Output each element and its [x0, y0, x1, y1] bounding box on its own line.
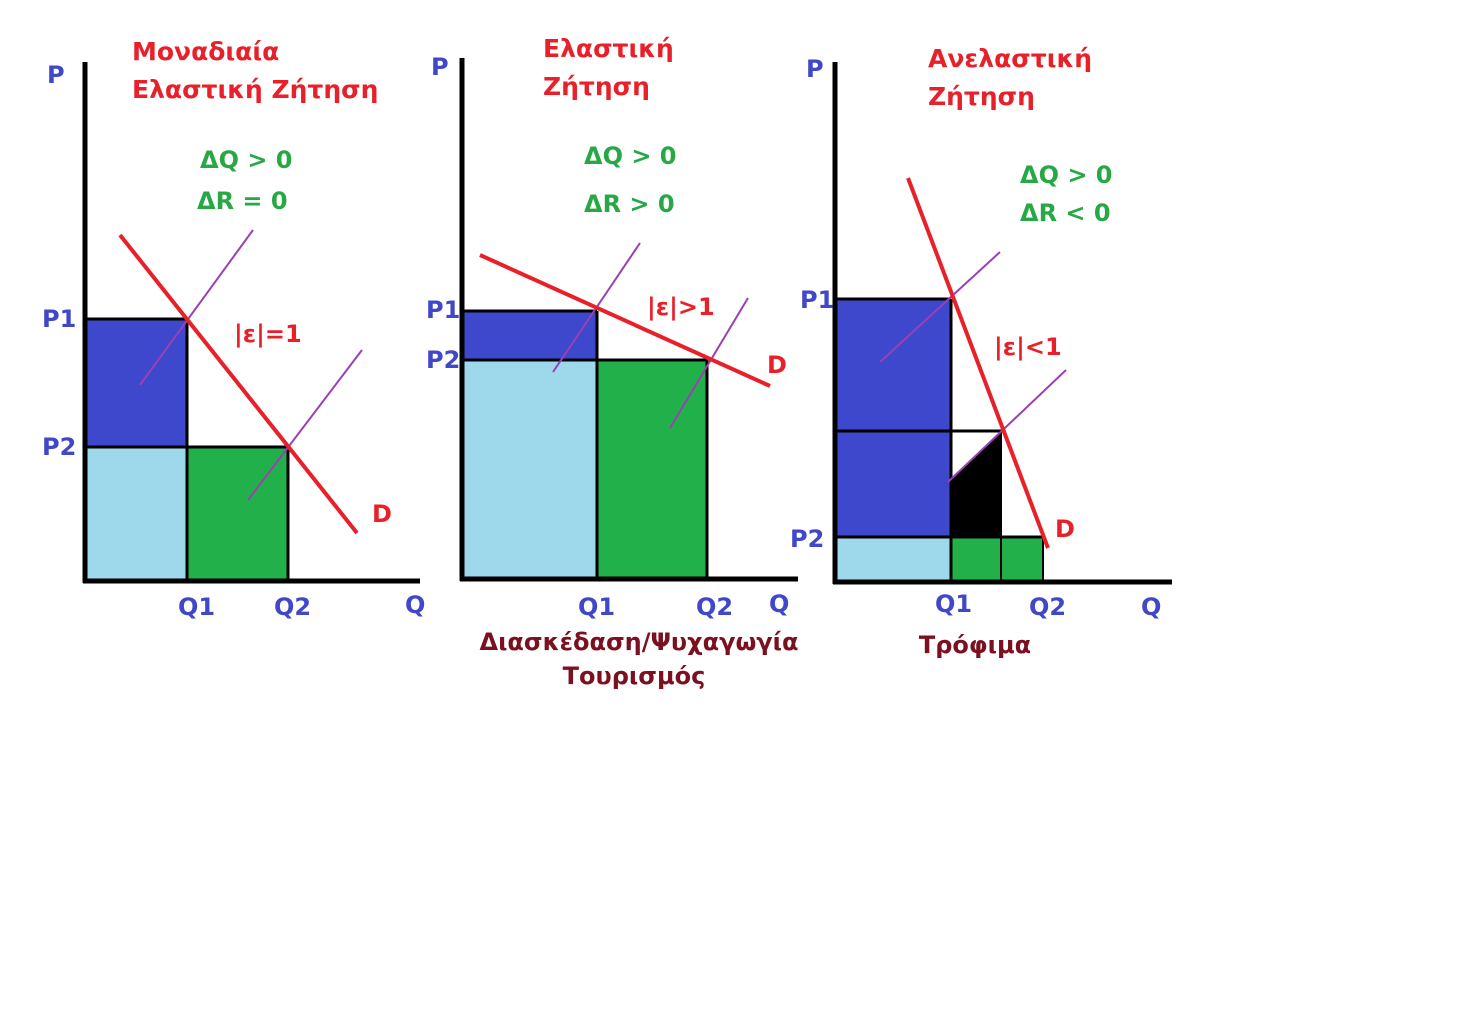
supply-line-2	[247, 349, 363, 501]
delta-q-label: ΔQ > 0	[1020, 161, 1113, 189]
demand-curve	[906, 177, 1050, 549]
q2-label: Q2	[696, 593, 734, 621]
supply-line-2	[669, 297, 749, 429]
panel-title: Ανελαστική Ζήτηση	[928, 40, 1092, 116]
delta-q-label: ΔQ > 0	[200, 146, 293, 174]
q1-label: Q1	[578, 593, 616, 621]
panel-title-line2: Ελαστική Ζήτηση	[132, 75, 379, 104]
panel-caption-line1: Διασκέδαση/Ψυχαγωγία	[479, 628, 799, 656]
panel-title-line1: Ανελαστική	[928, 44, 1093, 73]
panel-caption-line2: Τουρισμός	[562, 662, 706, 690]
price-axis-label: P	[806, 55, 824, 83]
elasticity-label: |ε|>1	[647, 293, 715, 321]
q1-label: Q1	[935, 590, 973, 618]
revenue-dark-blue-area	[835, 299, 951, 537]
panel-title-line1: Μοναδιαία	[132, 37, 280, 66]
delta-r-label: ΔR > 0	[584, 190, 675, 218]
q1-label: Q1	[178, 593, 216, 621]
p2-label: P2	[426, 346, 461, 374]
revenue-green-area	[951, 537, 1043, 582]
revenue-black-area	[951, 431, 1001, 537]
supply-line-2	[947, 369, 1067, 483]
panel-title: Μοναδιαία Ελαστική Ζήτηση	[132, 33, 378, 109]
panel-title-line2: Ζήτηση	[928, 82, 1035, 111]
price-axis-label: P	[47, 61, 65, 89]
revenue-light-blue-area	[835, 537, 951, 582]
panel-inelastic	[832, 62, 1172, 585]
panel-caption: Τρόφιμα	[900, 628, 1050, 662]
panel-title-line2: Ζήτηση	[543, 72, 650, 101]
delta-r-label: ΔR < 0	[1020, 199, 1111, 227]
p2-label: P2	[42, 433, 77, 461]
revenue-light-blue-area	[462, 360, 597, 579]
panel-title-line1: Ελαστική	[543, 34, 674, 63]
p1-label: P1	[426, 296, 461, 324]
elasticity-label: |ε|<1	[994, 333, 1062, 361]
revenue-dark-blue-area	[85, 319, 187, 447]
supply-line-1	[879, 251, 1001, 363]
quantity-axis-label: Q	[1141, 593, 1162, 621]
demand-label: D	[767, 351, 787, 379]
panel-unit-elastic	[82, 62, 420, 584]
p1-label: P1	[42, 305, 77, 333]
price-axis-label: P	[431, 53, 449, 81]
revenue-dark-blue-area	[462, 311, 597, 360]
revenue-light-blue-area	[85, 447, 187, 581]
panel-elastic	[459, 58, 798, 582]
demand-label: D	[372, 500, 392, 528]
panel-caption: Διασκέδαση/Ψυχαγωγία Τουρισμός	[466, 625, 812, 693]
quantity-axis-label: Q	[769, 590, 790, 618]
q2-label: Q2	[274, 593, 312, 621]
quantity-axis-label: Q	[405, 591, 426, 619]
demand-curve	[118, 233, 359, 535]
supply-line-1	[139, 229, 254, 386]
delta-r-label: ΔR = 0	[197, 187, 288, 215]
p1-label: P1	[800, 286, 835, 314]
panel-caption-line1: Τρόφιμα	[918, 631, 1032, 659]
delta-q-label: ΔQ > 0	[584, 142, 677, 170]
q2-label: Q2	[1029, 593, 1067, 621]
p2-label: P2	[790, 525, 825, 553]
demand-curve	[479, 253, 771, 388]
demand-label: D	[1055, 515, 1075, 543]
panel-title: Ελαστική Ζήτηση	[543, 30, 674, 106]
elasticity-label: |ε|=1	[234, 320, 302, 348]
